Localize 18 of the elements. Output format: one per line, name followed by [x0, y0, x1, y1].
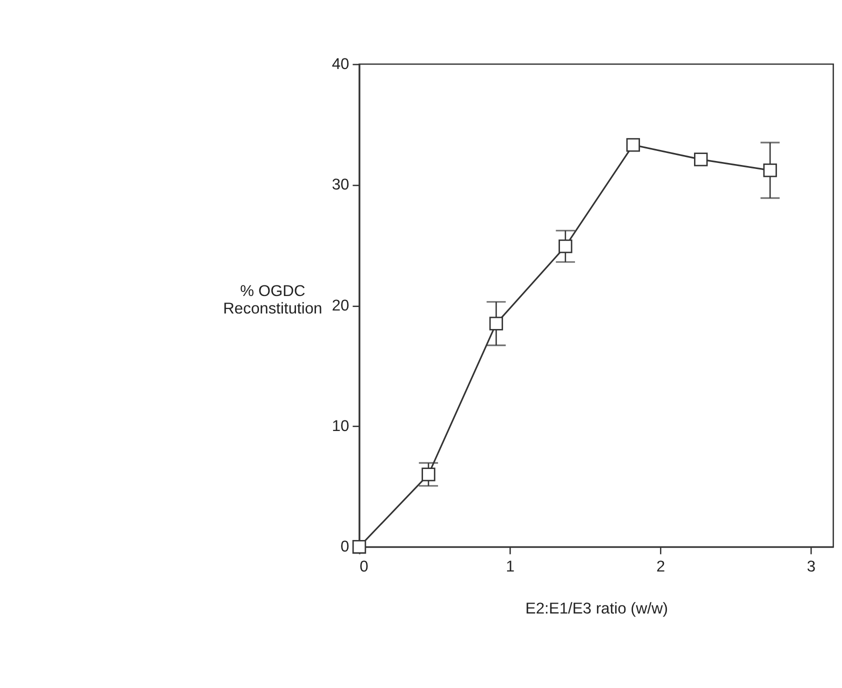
point [489, 316, 504, 330]
point [763, 163, 777, 178]
y-tick-label: 30 [332, 176, 350, 194]
x-tick-label: 1 [506, 558, 515, 576]
y-tick-label: 0 [340, 538, 350, 556]
x-tick-label: 0 [360, 558, 369, 576]
x-tick-label: 3 [806, 558, 816, 576]
point [422, 468, 436, 482]
y-tick-label: 40 [332, 56, 350, 73]
x-axis-title: E2:E1/E3 ratio (w/w) [525, 600, 668, 618]
point [626, 138, 640, 152]
y-axis-title: % OGDC Reconstitution [223, 282, 322, 318]
point [558, 239, 572, 254]
point [352, 540, 366, 554]
point [694, 152, 708, 166]
x-tick-label: 2 [656, 558, 666, 576]
y-tick-label: 10 [332, 418, 350, 435]
y-tick-label: 20 [332, 297, 350, 314]
